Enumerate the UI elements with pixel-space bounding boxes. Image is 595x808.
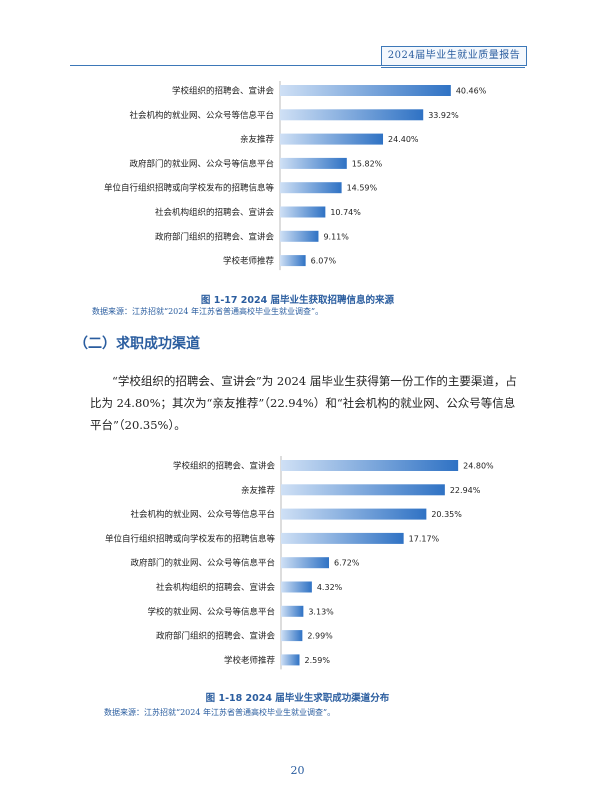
chart-recruitment-info-sources: 学校组织的招聘会、宣讲会 40.46% 社会机构的就业网、公众号等信息平台 33.92…	[0, 78, 595, 273]
category-label: 亲友推荐	[241, 485, 276, 496]
value-label: 15.82%	[352, 159, 383, 168]
figure-1-17-source: 数据来源：江苏招就“2024 年江苏省普通高校毕业生就业调查”。	[92, 307, 324, 316]
data-bar	[280, 157, 347, 169]
category-label: 单位自行组织招聘或向学校发布的招聘信息等	[105, 533, 276, 544]
category-label: 学校老师推荐	[224, 655, 276, 666]
data-bar	[280, 182, 342, 194]
category-label: 学校组织的招聘会、宣讲会	[172, 86, 275, 97]
data-bar	[281, 630, 303, 642]
value-label: 6.72%	[334, 559, 360, 568]
value-label: 9.11%	[323, 232, 349, 241]
data-bar	[281, 605, 304, 617]
data-bar	[281, 557, 329, 569]
category-label: 政府部门的就业网、公众号等信息平台	[129, 158, 274, 169]
value-label: 24.80%	[463, 462, 494, 471]
data-bar	[280, 85, 451, 96]
data-bar	[281, 460, 459, 471]
value-label: 4.32%	[317, 583, 343, 592]
data-bar	[281, 654, 300, 666]
category-label: 学校组织的招聘会、宣讲会	[173, 461, 276, 472]
value-label: 10.74%	[330, 208, 361, 217]
category-label: 社会机构组织的招聘会、宣讲会	[156, 582, 276, 593]
data-bar	[280, 255, 306, 267]
data-bar	[281, 581, 312, 593]
data-bar	[280, 133, 384, 145]
category-label: 社会机构组织的招聘会、宣讲会	[155, 207, 275, 218]
value-label: 6.07%	[311, 257, 337, 266]
category-label: 社会机构的就业网、公众号等信息平台	[130, 509, 275, 520]
category-label: 政府部门组织的招聘会、宣讲会	[156, 631, 276, 642]
section-title: （二）求职成功渠道	[74, 336, 200, 352]
data-bar	[280, 230, 319, 242]
report-header-title: 2024届毕业生就业质量报告	[381, 46, 527, 66]
value-label: 17.17%	[409, 534, 440, 543]
figure-1-17-caption: 图 1-17 2024 届毕业生获取招聘信息的来源	[200, 295, 395, 306]
category-label: 单位自行组织招聘或向学校发布的招聘信息等	[104, 183, 275, 194]
category-label: 社会机构的就业网、公众号等信息平台	[129, 110, 274, 121]
category-label: 亲友推荐	[240, 134, 275, 145]
header-rule-short	[381, 67, 525, 68]
value-label: 2.59%	[305, 656, 331, 665]
category-label: 政府部门组织的招聘会、宣讲会	[155, 231, 275, 242]
body-paragraph-text: “学校组织的招聘会、宣讲会”为 2024 届毕业生获得第一份工作的主要渠道，占比…	[90, 374, 517, 432]
category-label: 学校的就业网、公众号等信息平台	[147, 606, 275, 617]
page-number: 20	[290, 764, 305, 777]
category-label: 政府部门的就业网、公众号等信息平台	[130, 558, 275, 569]
value-label: 22.94%	[450, 486, 481, 495]
figure-1-18-caption: 图 1-18 2024 届毕业生求职成功渠道分布	[205, 693, 390, 704]
data-bar	[281, 532, 404, 544]
value-label: 24.40%	[388, 135, 419, 144]
value-label: 3.13%	[308, 607, 334, 616]
value-label: 40.46%	[456, 87, 487, 96]
category-label: 学校老师推荐	[223, 256, 275, 267]
value-label: 14.59%	[347, 184, 378, 193]
data-bar	[280, 109, 424, 121]
value-label: 20.35%	[431, 510, 462, 519]
figure-1-18-source: 数据来源：江苏招就“2024 年江苏省普通高校毕业生就业调查”。	[104, 708, 336, 717]
chart-job-success-channels: 学校组织的招聘会、宣讲会 24.80% 亲友推荐 22.94% 社会机构的就业网、公众号…	[0, 455, 595, 675]
data-bar	[281, 484, 445, 496]
value-label: 2.99%	[307, 632, 333, 641]
body-paragraph: “学校组织的招聘会、宣讲会”为 2024 届毕业生获得第一份工作的主要渠道，占比…	[90, 370, 520, 436]
data-bar	[281, 508, 427, 520]
value-label: 33.92%	[428, 111, 459, 120]
header-rule	[70, 65, 525, 66]
data-bar	[280, 206, 326, 218]
